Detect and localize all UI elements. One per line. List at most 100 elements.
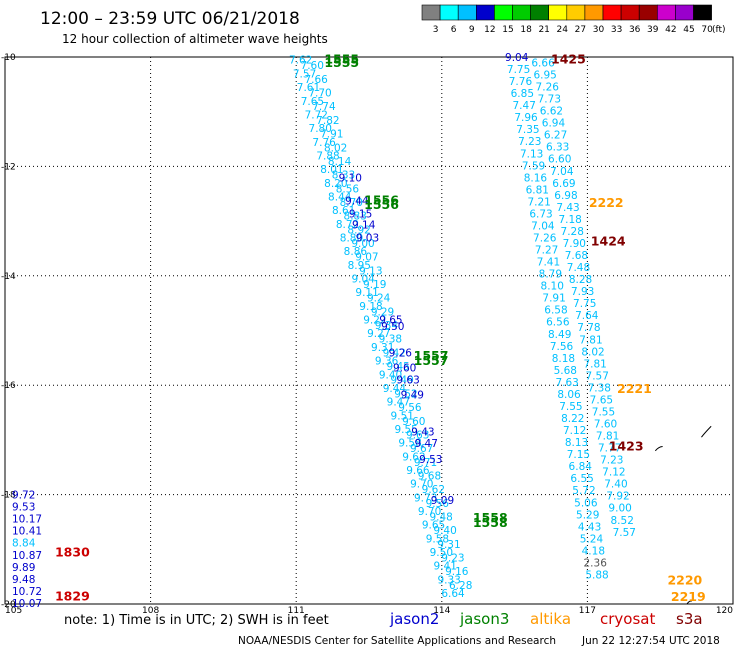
pass-time-label: 1556 xyxy=(364,192,399,207)
swh-value: 6.95 xyxy=(533,70,556,82)
pass-time-label: 2219 xyxy=(671,589,706,604)
colorbar-label: 33 xyxy=(611,25,622,35)
swh-value: 9.60 xyxy=(393,363,416,375)
swh-value: 7.62 xyxy=(289,55,312,67)
swh-value: 7.57 xyxy=(586,370,609,382)
swh-value: 7.78 xyxy=(577,322,600,334)
lat-tick-label: -16 xyxy=(1,381,16,391)
swh-value: 7.81 xyxy=(596,431,619,443)
swh-value: 7.63 xyxy=(555,377,578,389)
swh-value: 5.24 xyxy=(580,533,604,545)
swh-value: 8.49 xyxy=(548,329,571,341)
swh-value: 7.55 xyxy=(559,401,582,413)
colorbar-label: 30 xyxy=(593,25,605,35)
swh-value: 6.28 xyxy=(449,580,472,592)
swh-value: 7.76 xyxy=(509,76,533,88)
swh-value: 9.50 xyxy=(381,321,404,333)
swh-value: 7.81 xyxy=(583,358,606,370)
swh-value: 7.23 xyxy=(600,455,623,467)
swh-value: 9.53 xyxy=(419,454,442,466)
swh-value: 7.65 xyxy=(590,394,613,406)
swh-value: 8.10 xyxy=(541,281,564,293)
swh-value: 7.76 xyxy=(312,137,336,149)
swh-value: 9.71 xyxy=(414,457,437,469)
lon-tick-label: 108 xyxy=(142,606,159,616)
pass-time-label: 2220 xyxy=(667,572,702,587)
lon-tick-label: 105 xyxy=(5,606,22,616)
swh-value: 8.06 xyxy=(557,389,581,401)
swh-value: 9.49 xyxy=(401,389,424,401)
swh-value: 7.65 xyxy=(301,96,324,108)
footer-note: note: 1) Time is in UTC; 2) SWH is in fe… xyxy=(64,613,329,628)
swh-value: 7.04 xyxy=(550,166,574,178)
swh-value: 8.02 xyxy=(324,142,347,154)
swh-value: 9.29 xyxy=(371,306,394,318)
swh-value: 9.65 xyxy=(422,520,445,532)
swh-value: 6.27 xyxy=(544,130,567,142)
swh-value: 7.91 xyxy=(542,293,565,305)
swh-value: 7.47 xyxy=(513,100,536,112)
swh-value: 9.58 xyxy=(426,533,449,545)
colorbar-swatch xyxy=(530,4,549,21)
swh-value: 5.72 xyxy=(572,485,595,497)
swh-value: 7.92 xyxy=(606,491,629,503)
lon-tick-label: 117 xyxy=(579,606,596,616)
swh-value: 7.82 xyxy=(316,115,339,127)
colorbar-swatch xyxy=(566,4,586,21)
swh-value: 6.73 xyxy=(529,208,552,220)
legend-s3a: s3a xyxy=(676,610,703,628)
swh-value: 9.49 xyxy=(390,375,413,387)
swh-value: 9.45 xyxy=(386,361,409,373)
swh-value: 8.80 xyxy=(340,233,363,245)
swh-value: 7.55 xyxy=(592,406,615,418)
swh-value: 9.33 xyxy=(437,574,460,586)
colorbar-label: 42 xyxy=(665,25,676,35)
swh-value: 9.24 xyxy=(367,293,391,305)
swh-value: 9.50 xyxy=(430,547,453,559)
map-grid xyxy=(4,56,734,605)
swh-value: 7.60 xyxy=(301,60,324,72)
swh-value: 9.68 xyxy=(418,470,441,482)
swh-value: 9.40 xyxy=(379,369,402,381)
swh-value: 9.53 xyxy=(12,502,35,514)
colorbar-swatch xyxy=(512,4,531,21)
swh-value: 7.12 xyxy=(563,425,586,437)
swh-value: 8.79 xyxy=(539,269,562,281)
lat-tick-label: -20 xyxy=(1,600,16,610)
swh-value: 8.28 xyxy=(569,274,592,286)
swh-value: 9.18 xyxy=(359,301,382,313)
swh-value: 9.13 xyxy=(359,265,382,277)
swh-value: 9.48 xyxy=(429,511,452,523)
colorbar-swatch xyxy=(675,4,694,21)
swh-value: 7.13 xyxy=(520,148,543,160)
colorbar-swatch xyxy=(494,4,513,21)
swh-value: 8.52 xyxy=(611,515,634,527)
swh-value: 9.31 xyxy=(371,342,394,354)
swh-value: 8.86 xyxy=(344,246,368,258)
pass-time-label: 1557 xyxy=(414,348,449,363)
swh-value: 9.22 xyxy=(363,315,386,327)
swh-value: 9.11 xyxy=(355,287,378,299)
swh-value: 6.66 xyxy=(531,57,555,69)
colorbar-label: 21 xyxy=(538,25,549,35)
swh-value: 6.62 xyxy=(540,106,563,118)
swh-value: 9.04 xyxy=(505,52,529,64)
swh-value: 8.18 xyxy=(552,353,575,365)
swh-value: 9.41 xyxy=(434,561,457,573)
swh-value: 8.44 xyxy=(328,191,352,203)
swh-value: 9.60 xyxy=(402,416,425,428)
swh-value: 8.22 xyxy=(561,413,584,425)
swh-value: 6.33 xyxy=(546,142,569,154)
swh-value: 7.80 xyxy=(309,123,332,135)
swh-value: 7.28 xyxy=(561,226,584,238)
lon-tick-label: 120 xyxy=(716,606,733,616)
swh-value: 9.44 xyxy=(345,195,369,207)
swh-value: 7.77 xyxy=(598,443,621,455)
swh-value: 9.47 xyxy=(387,397,410,409)
swh-value: 10.72 xyxy=(12,586,42,598)
swh-value: 6.85 xyxy=(511,88,534,100)
swh-value: 7.26 xyxy=(536,82,560,94)
colorbar-legend: 3 6 9 12 15 18 21 24 27 30 33 36 39 42 45 70 xyxy=(421,4,713,35)
swh-value: 9.23 xyxy=(441,553,464,565)
swh-value: 9.44 xyxy=(383,383,407,395)
